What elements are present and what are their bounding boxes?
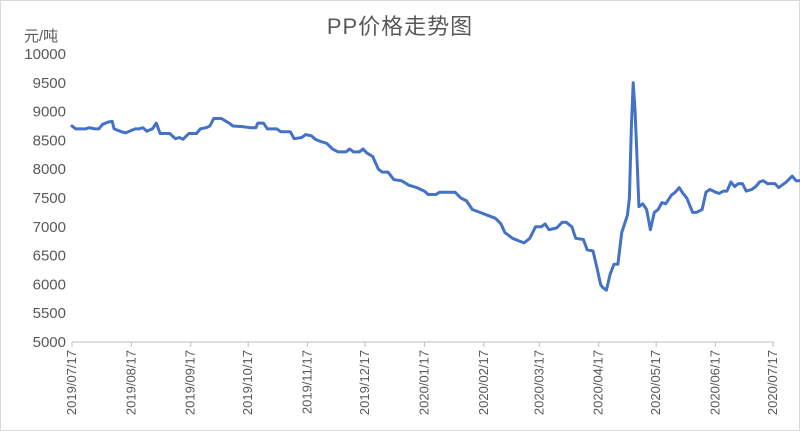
x-tick-label: 2020/02/17	[476, 350, 491, 415]
y-tick-label: 9000	[33, 104, 66, 121]
x-tick-label: 2020/04/17	[591, 350, 606, 415]
x-axis	[71, 341, 774, 347]
y-tick-label: 10000	[24, 46, 66, 63]
y-tick-label: 6000	[33, 276, 66, 293]
y-tick-label: 5000	[33, 334, 66, 351]
y-tick-label: 5500	[33, 305, 66, 322]
price-series-line	[70, 81, 800, 292]
x-tick-label: 2020/03/17	[531, 350, 546, 415]
y-tick-label: 7000	[33, 219, 66, 236]
x-tick-label: 2020/07/17	[765, 350, 780, 415]
x-tick-label: 2019/07/17	[64, 350, 79, 415]
x-tick-label: 2019/10/17	[240, 350, 255, 415]
plot-area	[70, 81, 800, 292]
y-tick-label: 8000	[33, 161, 66, 178]
x-tick-label: 2020/01/17	[416, 350, 431, 415]
x-tick-label: 2019/12/17	[357, 350, 372, 415]
x-tick-label: 2020/06/17	[708, 350, 723, 415]
x-tick-labels: 2019/07/17 2019/08/17 2019/09/17 2019/10/17…	[64, 350, 780, 415]
chart-title: PP价格走势图	[327, 14, 473, 39]
x-tick-label: 2020/05/17	[648, 350, 663, 415]
x-tick-label: 2019/11/17	[300, 350, 315, 414]
x-tick-label: 2019/08/17	[123, 350, 138, 415]
y-tick-labels: 5000 5500 6000 6500 7000 7500 8000 8500 9000 9500…	[24, 46, 66, 351]
y-tick-label: 7500	[33, 190, 66, 207]
x-tick-label: 2019/09/17	[183, 350, 198, 415]
y-tick-label: 8500	[33, 132, 66, 149]
y-tick-label: 6500	[33, 248, 66, 265]
y-axis-label: 元/吨	[24, 28, 58, 45]
y-tick-label: 9500	[33, 75, 66, 92]
